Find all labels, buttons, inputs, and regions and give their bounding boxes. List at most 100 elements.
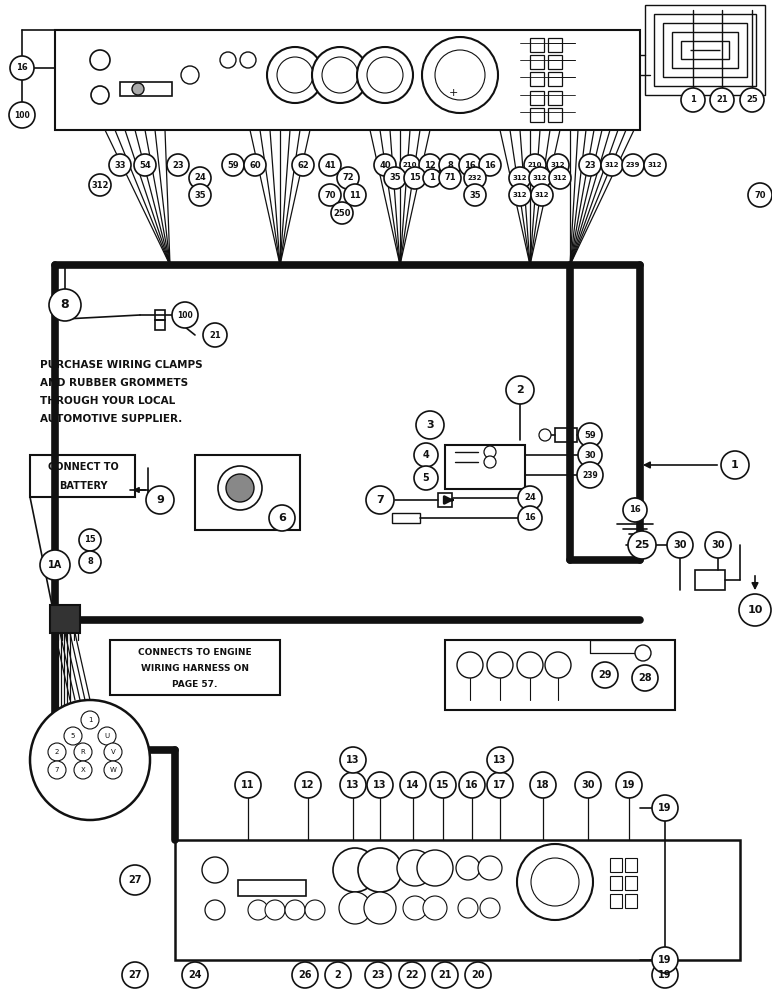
Bar: [175, 840, 740, 960]
Text: 22: 22: [405, 970, 418, 980]
Circle shape: [89, 174, 111, 196]
Circle shape: [218, 466, 262, 510]
Circle shape: [74, 761, 92, 779]
Circle shape: [49, 289, 81, 321]
Circle shape: [531, 858, 579, 906]
Circle shape: [622, 154, 644, 176]
Circle shape: [632, 665, 658, 691]
Circle shape: [222, 154, 244, 176]
Text: 100: 100: [14, 110, 30, 119]
Circle shape: [90, 50, 110, 70]
Circle shape: [458, 898, 478, 918]
Circle shape: [509, 184, 531, 206]
Text: 12: 12: [301, 780, 315, 790]
Text: 312: 312: [604, 162, 619, 168]
Text: 27: 27: [128, 970, 142, 980]
Bar: [195, 455, 300, 530]
Bar: [654, 14, 756, 86]
Text: V: V: [110, 749, 115, 755]
Circle shape: [487, 772, 513, 798]
Circle shape: [384, 167, 406, 189]
Circle shape: [365, 962, 391, 988]
Text: 1: 1: [690, 96, 696, 104]
Circle shape: [547, 154, 569, 176]
Text: 21: 21: [716, 96, 728, 104]
Circle shape: [132, 83, 144, 95]
Text: 23: 23: [371, 970, 384, 980]
Circle shape: [340, 772, 366, 798]
Circle shape: [367, 772, 393, 798]
Text: 210: 210: [403, 162, 417, 168]
Circle shape: [652, 795, 678, 821]
Text: 8: 8: [447, 160, 453, 169]
Bar: [428, 858, 450, 868]
Circle shape: [652, 947, 678, 973]
Circle shape: [319, 184, 341, 206]
Text: 29: 29: [598, 670, 611, 680]
Text: U: U: [104, 733, 110, 739]
Text: 16: 16: [524, 514, 536, 522]
Bar: [625, 894, 637, 908]
Circle shape: [10, 56, 34, 80]
Circle shape: [292, 154, 314, 176]
Circle shape: [182, 962, 208, 988]
Circle shape: [40, 550, 70, 580]
Circle shape: [248, 900, 268, 920]
Text: 35: 35: [469, 190, 481, 200]
Circle shape: [134, 154, 156, 176]
Bar: [530, 108, 544, 122]
Bar: [530, 55, 544, 69]
Circle shape: [109, 154, 131, 176]
Circle shape: [358, 848, 402, 892]
Circle shape: [325, 962, 351, 988]
Circle shape: [235, 772, 261, 798]
Text: 59: 59: [584, 430, 596, 440]
Text: 21: 21: [438, 970, 452, 980]
Text: 13: 13: [347, 780, 360, 790]
Circle shape: [344, 184, 366, 206]
Text: 21: 21: [209, 330, 221, 340]
Text: 26: 26: [298, 970, 312, 980]
Text: 20: 20: [471, 970, 485, 980]
Circle shape: [517, 844, 593, 920]
Text: 210: 210: [528, 162, 542, 168]
Bar: [610, 858, 622, 872]
Text: 2: 2: [516, 385, 524, 395]
Circle shape: [710, 88, 734, 112]
Text: 312: 312: [535, 192, 549, 198]
Bar: [625, 858, 637, 872]
Text: 16: 16: [466, 780, 479, 790]
Circle shape: [479, 154, 501, 176]
Circle shape: [202, 857, 228, 883]
Circle shape: [423, 896, 447, 920]
Circle shape: [487, 652, 513, 678]
Bar: [30, 455, 135, 497]
Bar: [530, 38, 544, 52]
Text: 2: 2: [55, 749, 59, 755]
Circle shape: [120, 865, 150, 895]
Circle shape: [357, 47, 413, 103]
Text: 11: 11: [241, 780, 255, 790]
Circle shape: [414, 443, 438, 467]
Text: 13: 13: [373, 780, 387, 790]
Text: THROUGH YOUR LOCAL: THROUGH YOUR LOCAL: [40, 396, 175, 406]
Circle shape: [203, 323, 227, 347]
Circle shape: [172, 302, 198, 328]
Text: 16: 16: [484, 160, 496, 169]
Text: 54: 54: [139, 160, 151, 169]
Circle shape: [509, 167, 531, 189]
Text: 312: 312: [648, 162, 662, 168]
Text: 15: 15: [409, 174, 421, 182]
Circle shape: [240, 52, 256, 68]
Circle shape: [459, 154, 481, 176]
Circle shape: [367, 57, 403, 93]
Bar: [548, 55, 562, 69]
Text: 18: 18: [537, 780, 550, 790]
Text: 1: 1: [88, 717, 92, 723]
Bar: [445, 640, 675, 710]
Text: X: X: [80, 767, 86, 773]
Text: WIRING HARNESS ON: WIRING HARNESS ON: [141, 664, 249, 673]
Text: 71: 71: [444, 174, 455, 182]
Circle shape: [189, 184, 211, 206]
Circle shape: [748, 183, 772, 207]
